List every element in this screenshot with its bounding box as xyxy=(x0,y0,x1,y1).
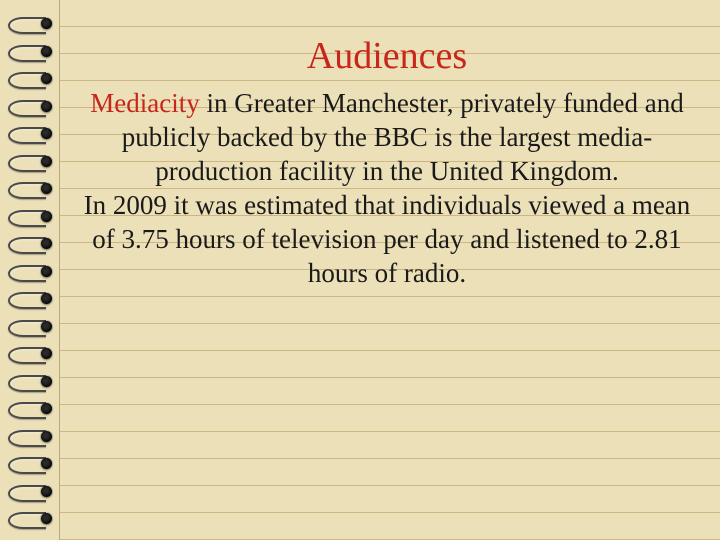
spiral-ring xyxy=(6,399,54,418)
paragraph-1: Mediacity in Greater Manchester, private… xyxy=(82,86,692,188)
spiral-ring xyxy=(6,14,54,33)
paragraph-2: In 2009 it was estimated that individual… xyxy=(82,188,692,290)
spiral-ring xyxy=(6,372,54,391)
spiral-ring xyxy=(6,42,54,61)
body-text: Mediacity in Greater Manchester, private… xyxy=(82,86,692,290)
spiral-ring xyxy=(6,344,54,363)
slide-title: Audiences xyxy=(82,34,692,78)
spiral-ring xyxy=(6,207,54,226)
spiral-ring xyxy=(6,262,54,281)
paragraph-1-rest: in Greater Manchester, privately funded … xyxy=(122,88,684,186)
spiral-ring xyxy=(6,289,54,308)
spiral-ring xyxy=(6,124,54,143)
spiral-ring xyxy=(6,97,54,116)
spiral-ring xyxy=(6,69,54,88)
spiral-ring xyxy=(6,454,54,473)
spiral-ring xyxy=(6,317,54,336)
text-content: Audiences Mediacity in Greater Mancheste… xyxy=(82,34,692,290)
spiral-binding xyxy=(0,0,60,540)
emphasis-word: Mediacity xyxy=(90,88,199,118)
spiral-ring xyxy=(6,482,54,501)
spiral-ring xyxy=(6,509,54,528)
paper-area: Audiences Mediacity in Greater Mancheste… xyxy=(60,0,720,540)
slide-page: Audiences Mediacity in Greater Mancheste… xyxy=(0,0,720,540)
spiral-ring xyxy=(6,179,54,198)
spiral-ring xyxy=(6,234,54,253)
spiral-ring xyxy=(6,152,54,171)
spiral-ring xyxy=(6,427,54,446)
